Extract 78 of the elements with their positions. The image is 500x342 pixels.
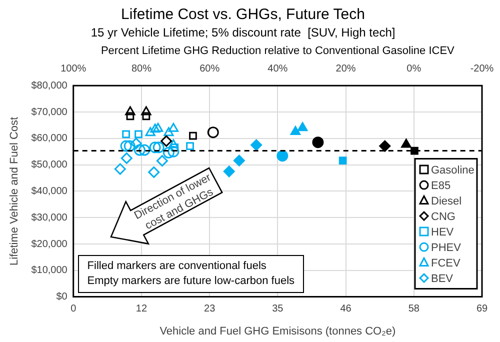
y-tick-label: $10,000 <box>31 265 68 276</box>
y-tick-label: $70,000 <box>31 106 68 118</box>
x2-tick-label: 40% <box>268 63 288 74</box>
point <box>114 163 126 175</box>
point <box>290 126 301 136</box>
x2-tick-label: 0% <box>406 63 422 74</box>
point <box>134 130 142 138</box>
x-tick-label: 0 <box>70 304 77 315</box>
point <box>150 124 160 133</box>
point <box>410 146 418 155</box>
legend-label: BEV <box>431 273 454 286</box>
annotation: Empty markers are future low-carbon fuels <box>87 274 295 289</box>
point <box>156 155 168 167</box>
x2-tick-label: 60% <box>200 63 220 74</box>
point <box>379 140 391 152</box>
point <box>124 140 136 152</box>
x-tick-label: 69 <box>476 304 488 315</box>
legend-label: FCEV <box>431 258 461 270</box>
x2-tick-label: 20% <box>336 63 356 74</box>
point <box>233 154 245 166</box>
x2-tick-label: 100% <box>60 63 86 74</box>
point <box>168 146 180 158</box>
chart-subtitle: 15 yr Vehicle Lifetime; 5% discount rate [SUV, High tech] <box>90 26 396 40</box>
point <box>250 139 262 151</box>
y-tick-label: $20,000 <box>31 238 68 250</box>
point <box>120 152 132 164</box>
point <box>125 106 136 116</box>
x-axis-title: Vehicle and Fuel GHG Emisisons (tonnes CO₂e) <box>160 325 396 338</box>
x-tick-label: 35 <box>272 304 284 315</box>
point <box>141 106 152 116</box>
x-tick-label: 12 <box>136 304 148 315</box>
y-tick-label: $80,000 <box>31 80 68 92</box>
point <box>134 144 146 156</box>
x2-tick-label: 80% <box>131 63 152 74</box>
point <box>149 142 161 154</box>
point <box>338 156 347 165</box>
point <box>162 146 174 158</box>
point <box>186 142 194 150</box>
point <box>168 139 179 148</box>
y-tick-label: $50,000 <box>31 160 68 171</box>
y-tick-label: $40,000 <box>31 186 68 197</box>
legend-label: Diesel <box>431 196 462 208</box>
point <box>223 166 235 178</box>
x-tick-label: 23 <box>204 304 216 315</box>
annotation: Filled markers are conventional fuels <box>87 258 268 274</box>
legend-label: E85 <box>431 180 451 192</box>
x2-axis-title: Percent Lifetime GHG Reduction relative to Conventional Gasoline ICEV <box>100 45 456 58</box>
point <box>120 140 132 152</box>
point <box>312 136 324 148</box>
point <box>145 127 156 136</box>
y-tick-label: $60,000 <box>31 133 68 144</box>
y-tick-label: $0 <box>56 292 68 303</box>
point <box>152 122 164 132</box>
point <box>122 130 130 138</box>
point <box>130 138 142 150</box>
x2-tick-label: -20% <box>470 63 494 74</box>
y-axis-title: Lifetime Vehicle and Fuel Cost <box>8 116 21 266</box>
x-tick-label: 46 <box>340 304 352 315</box>
legend-label: Gasoline <box>431 164 474 177</box>
point <box>126 112 134 120</box>
legend-label: PHEV <box>431 242 462 254</box>
point <box>142 112 150 120</box>
point <box>138 144 150 156</box>
point <box>401 138 412 148</box>
chart-title: Lifetime Cost vs. GHGs, Future Tech <box>121 6 365 24</box>
point <box>164 127 174 136</box>
legend-label: HEV <box>431 226 454 239</box>
point <box>160 135 172 147</box>
x-tick-label: 58 <box>408 304 420 315</box>
point <box>207 126 219 138</box>
point <box>189 132 197 140</box>
point <box>168 122 179 132</box>
point <box>152 142 164 154</box>
legend-label: CNG <box>431 211 456 224</box>
point <box>297 122 308 132</box>
point <box>276 150 288 162</box>
y-tick-label: $30,000 <box>31 212 68 224</box>
point <box>148 166 160 178</box>
